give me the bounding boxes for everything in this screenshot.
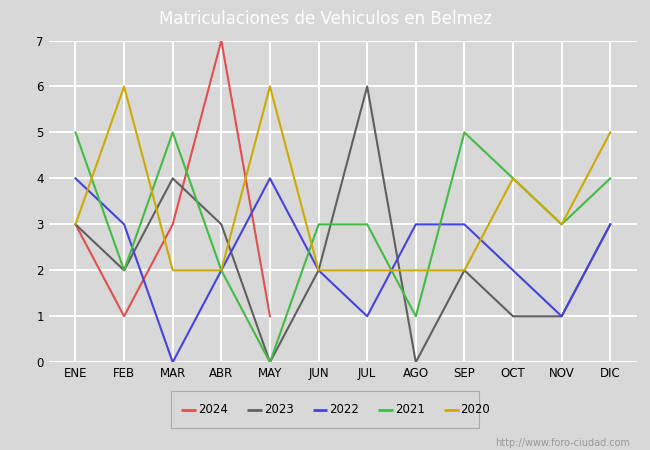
Text: Matriculaciones de Vehiculos en Belmez: Matriculaciones de Vehiculos en Belmez	[159, 10, 491, 28]
Text: 2021: 2021	[395, 403, 424, 416]
Text: http://www.foro-ciudad.com: http://www.foro-ciudad.com	[495, 438, 630, 448]
Text: 2020: 2020	[460, 403, 490, 416]
Text: 2022: 2022	[330, 403, 359, 416]
Text: 2024: 2024	[198, 403, 228, 416]
Text: 2023: 2023	[264, 403, 294, 416]
